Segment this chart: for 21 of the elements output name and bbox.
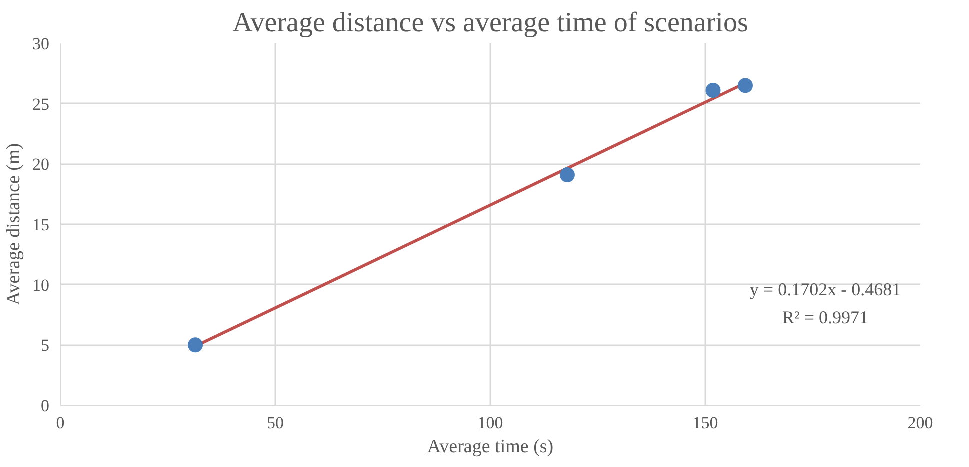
point	[188, 338, 204, 353]
y-tick-label: 20	[32, 155, 50, 174]
annotation: y = 0.1702x - 0.4681	[750, 280, 902, 300]
point	[560, 168, 575, 183]
point	[738, 78, 753, 94]
x-tick-label: 100	[478, 414, 504, 432]
y-tick-label: 0	[41, 396, 50, 416]
x-tick-label: 0	[56, 414, 65, 432]
x-tick-label: 150	[692, 414, 718, 432]
y-tick-label: 25	[32, 94, 50, 114]
annotation: R² = 0.9971	[782, 308, 869, 328]
y-tick-label: 5	[41, 336, 50, 356]
x-tick-label: 200	[908, 414, 934, 432]
y-axis-title: Average distance (m)	[4, 143, 24, 306]
x-axis-title: Average time (s)	[427, 436, 554, 458]
y-tick-label: 15	[32, 216, 50, 234]
y-tick-label: 30	[32, 34, 50, 54]
point	[706, 83, 721, 98]
y-tick-label: 10	[32, 276, 50, 295]
x-tick-label: 50	[267, 414, 284, 432]
chart-title: Average distance vs average time of scenarios	[232, 8, 748, 38]
